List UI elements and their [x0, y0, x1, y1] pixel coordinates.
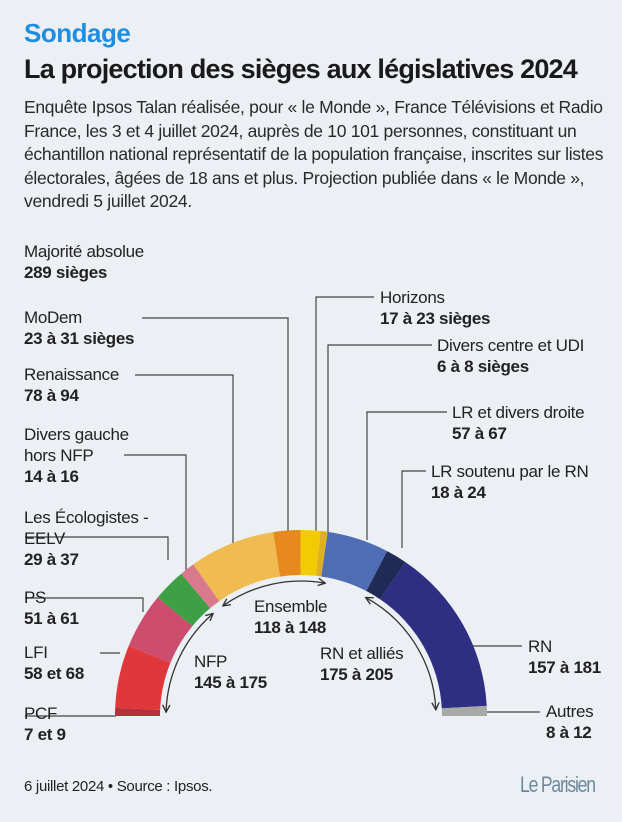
- bloc-label-ensemble: Ensemble 118 à 148: [254, 597, 328, 637]
- label-lr-rn: LR soutenu par le RN 18 à 24: [431, 462, 589, 502]
- segment-horizons: [300, 530, 321, 576]
- label-divers-centre: Divers centre et UDI 6 à 8 sièges: [437, 336, 585, 376]
- leader-horizons: [315, 296, 374, 535]
- leader-lr: [366, 411, 447, 540]
- segment-lr-et-divers-droite: [321, 531, 388, 592]
- arrow-ensemble: [224, 581, 325, 605]
- label-ecolo: Les Écologistes - EELV 29 à 37: [24, 508, 149, 569]
- intro-text: Enquête Ipsos Talan réalisée, pour « le …: [24, 97, 604, 211]
- majority-label: Majorité absolue 289 sièges: [24, 242, 144, 282]
- bloc-label-nfp: NFP 145 à 175: [194, 652, 267, 692]
- label-lfi: LFI 58 et 68: [24, 643, 84, 683]
- segment-modem: [273, 530, 301, 577]
- label-horizons: Horizons 17 à 23 sièges: [380, 288, 491, 328]
- label-autres: Autres 8 à 12: [546, 702, 594, 742]
- le-parisien-logo: Le Parisien: [520, 772, 596, 797]
- leader-dvg: [124, 454, 187, 585]
- label-dvg: Divers gauche hors NFP 14 à 16: [24, 425, 129, 486]
- segment-divers-gauche: [181, 564, 220, 609]
- arrow-rn-allies: [366, 598, 435, 709]
- leader-lr-rn: [401, 470, 426, 548]
- leader-lines: [25, 296, 540, 717]
- leader-ecolo: [25, 536, 169, 560]
- source-note: 6 juillet 2024 • Source : Ipsos.: [24, 778, 213, 795]
- label-modem: MoDem 23 à 31 sièges: [24, 308, 135, 348]
- label-lr: LR et divers droite 57 à 67: [452, 403, 585, 443]
- leader-modem: [142, 317, 289, 535]
- segment-lfi: [115, 645, 171, 710]
- page-title: La projection des sièges aux législative…: [24, 54, 578, 84]
- label-renaissance: Renaissance 78 à 94: [24, 365, 119, 405]
- segment-rn: [380, 562, 487, 709]
- segment-pcf: [115, 707, 161, 716]
- leader-ps: [25, 597, 144, 612]
- segment-renaissance: [193, 532, 280, 602]
- arrow-nfp: [166, 614, 212, 711]
- label-rn: RN 157 à 181: [528, 637, 601, 677]
- leader-divers-centre: [327, 344, 432, 535]
- label-pcf: PCF 7 et 9: [24, 704, 66, 744]
- segment-lr-soutenu-par-le-rn: [366, 551, 406, 600]
- segment-divers-centre-et-udi: [315, 531, 328, 577]
- bloc-label-rn-allies: RN et alliés 175 à 205: [320, 644, 404, 684]
- leader-renaissance: [135, 374, 234, 545]
- segment-autres: [441, 705, 487, 716]
- kicker: Sondage: [24, 18, 131, 48]
- label-ps: PS 51 à 61: [24, 588, 79, 628]
